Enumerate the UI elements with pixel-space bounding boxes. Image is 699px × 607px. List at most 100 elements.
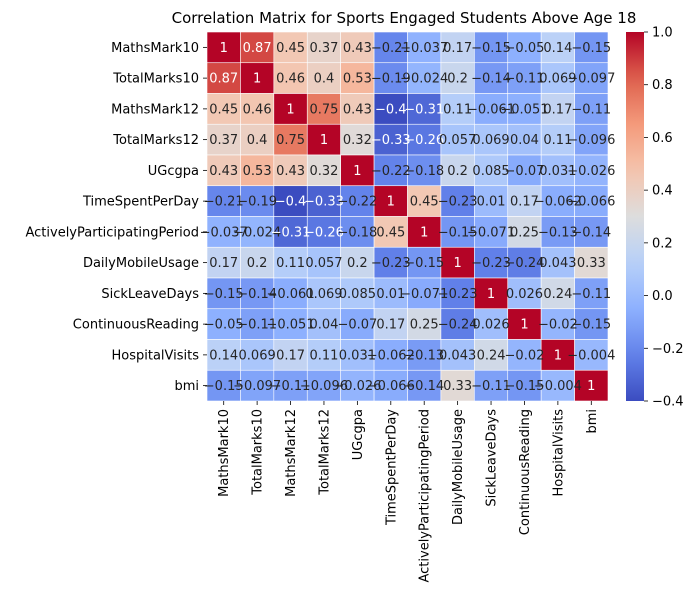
heatmap-cell <box>574 62 609 94</box>
colorbar-gradient <box>626 32 644 401</box>
heatmap-cell <box>340 308 375 340</box>
cell-value-label: 0.17 <box>543 102 572 117</box>
cell-value-label: −0.31 <box>404 102 444 117</box>
cell-value-label: 0.026 <box>506 287 543 302</box>
cell-value-label: 1 <box>286 102 294 117</box>
heatmap-cell <box>240 93 275 125</box>
cell-value-label: −0.19 <box>237 195 277 210</box>
cell-value-label: 0.043 <box>539 256 576 271</box>
cell-value-label: −0.23 <box>438 287 478 302</box>
heatmap-cell <box>574 31 609 64</box>
heatmap-cell <box>440 216 475 248</box>
y-tick-label: MathsMark10 <box>111 41 199 56</box>
cell-value-label: −0.22 <box>371 164 411 179</box>
heatmap-cell <box>240 154 275 187</box>
heatmap-cell <box>440 123 475 156</box>
cell-value-label: 0.17 <box>510 195 539 210</box>
cell-value-label: −0.26 <box>404 133 444 148</box>
heatmap-cell <box>240 62 275 94</box>
cell-value-label: 0.43 <box>209 164 238 179</box>
heatmap-cell <box>407 185 442 217</box>
cell-value-label: −0.14 <box>471 72 511 87</box>
heatmap-cell <box>273 31 308 64</box>
heatmap-cell <box>507 369 542 402</box>
cell-value-label: 0.45 <box>410 195 439 210</box>
heatmap-cell <box>474 31 509 64</box>
heatmap-cell <box>373 246 408 279</box>
cell-value-label: −0.11 <box>237 318 277 333</box>
cell-value-label: 0.37 <box>309 41 338 56</box>
cell-value-label: 0.085 <box>472 164 509 179</box>
heatmap-cell <box>540 93 575 125</box>
cell-value-label: 1 <box>253 72 261 87</box>
cell-value-label: −0.15 <box>438 225 478 240</box>
x-tick-label: TotalMarks10 <box>251 409 266 496</box>
cell-value-label: 1 <box>587 379 595 394</box>
heatmap-cell <box>574 123 609 156</box>
cell-value-label: 0.43 <box>343 102 372 117</box>
heatmap-cell <box>507 123 542 156</box>
x-tick-label: ActivelyParticipatingPeriod <box>418 409 433 583</box>
cell-value-label: −0.15 <box>571 41 611 56</box>
cell-value-label: 0.17 <box>209 256 238 271</box>
x-axis: MathsMark10 TotalMarks10 MathsMark12 TotalM… <box>217 401 600 583</box>
y-tick-label: TotalMarks12 <box>112 133 199 148</box>
heatmap-cell <box>340 93 375 125</box>
heatmap-cell <box>206 339 241 371</box>
cell-value-label: 0.057 <box>305 256 342 271</box>
heatmap-cell <box>306 308 341 340</box>
cell-value-label: 0.17 <box>276 348 305 363</box>
heatmap-cell <box>206 246 241 279</box>
heatmap-cell <box>373 62 408 94</box>
cell-value-label: −0.21 <box>204 195 244 210</box>
x-tick-label: SickLeaveDays <box>485 409 500 507</box>
heatmap-cell <box>340 339 375 371</box>
heatmap-cell <box>440 308 475 340</box>
cell-value-label: −0.071 <box>467 225 515 240</box>
cell-value-label: 0.53 <box>243 164 272 179</box>
cell-value-label: −0.15 <box>571 318 611 333</box>
cell-value-label: 1 <box>353 164 361 179</box>
cell-value-label: −0.07 <box>337 318 377 333</box>
cell-value-label: 1 <box>520 318 528 333</box>
cell-value-label: −0.062 <box>534 195 582 210</box>
colorbar-tick-label: −0.4 <box>652 395 684 410</box>
heatmap-cell <box>240 277 275 310</box>
cell-value-label: −0.07 <box>505 164 545 179</box>
heatmap-cell <box>474 123 509 156</box>
cell-value-label: 0.33 <box>577 256 606 271</box>
heatmap-cell <box>340 277 375 310</box>
cell-value-label: −0.066 <box>567 195 615 210</box>
cell-value-label: −0.24 <box>505 256 545 271</box>
heatmap-cell <box>407 154 442 187</box>
cell-value-label: 0.75 <box>276 133 305 148</box>
cell-value-label: −0.096 <box>300 379 348 394</box>
heatmap-cell <box>306 369 341 402</box>
cell-value-label: 1 <box>220 41 228 56</box>
heatmap-cell <box>574 93 609 125</box>
heatmap-cell <box>206 369 241 402</box>
cell-value-label: 0.11 <box>443 102 472 117</box>
heatmap-cell <box>440 246 475 279</box>
cell-value-label: 0.25 <box>510 225 539 240</box>
cell-value-label: −0.004 <box>567 348 615 363</box>
cell-value-label: −0.097 <box>567 72 615 87</box>
cell-value-label: −0.026 <box>333 379 381 394</box>
heatmap-cell <box>574 277 609 310</box>
cell-value-label: −0.004 <box>534 379 582 394</box>
cell-value-label: −0.15 <box>204 379 244 394</box>
cell-value-label: 0.43 <box>343 41 372 56</box>
cell-value-label: −0.11 <box>471 379 511 394</box>
colorbar-tick-label: 1.0 <box>652 26 673 41</box>
cell-value-label: 0.04 <box>510 133 539 148</box>
y-tick-label: TotalMarks10 <box>112 72 199 87</box>
cell-value-label: −0.097 <box>233 379 281 394</box>
cell-value-label: 0.2 <box>347 256 368 271</box>
heatmap-cell <box>407 123 442 156</box>
heatmap-cell <box>407 62 442 94</box>
y-tick-label: HospitalVisits <box>111 348 199 363</box>
cell-value-label: −0.14 <box>404 379 444 394</box>
cell-value-label: 0.33 <box>443 379 472 394</box>
heatmap-cell <box>474 246 509 279</box>
y-axis: MathsMark10 TotalMarks10 MathsMark12 TotalM… <box>25 41 207 394</box>
